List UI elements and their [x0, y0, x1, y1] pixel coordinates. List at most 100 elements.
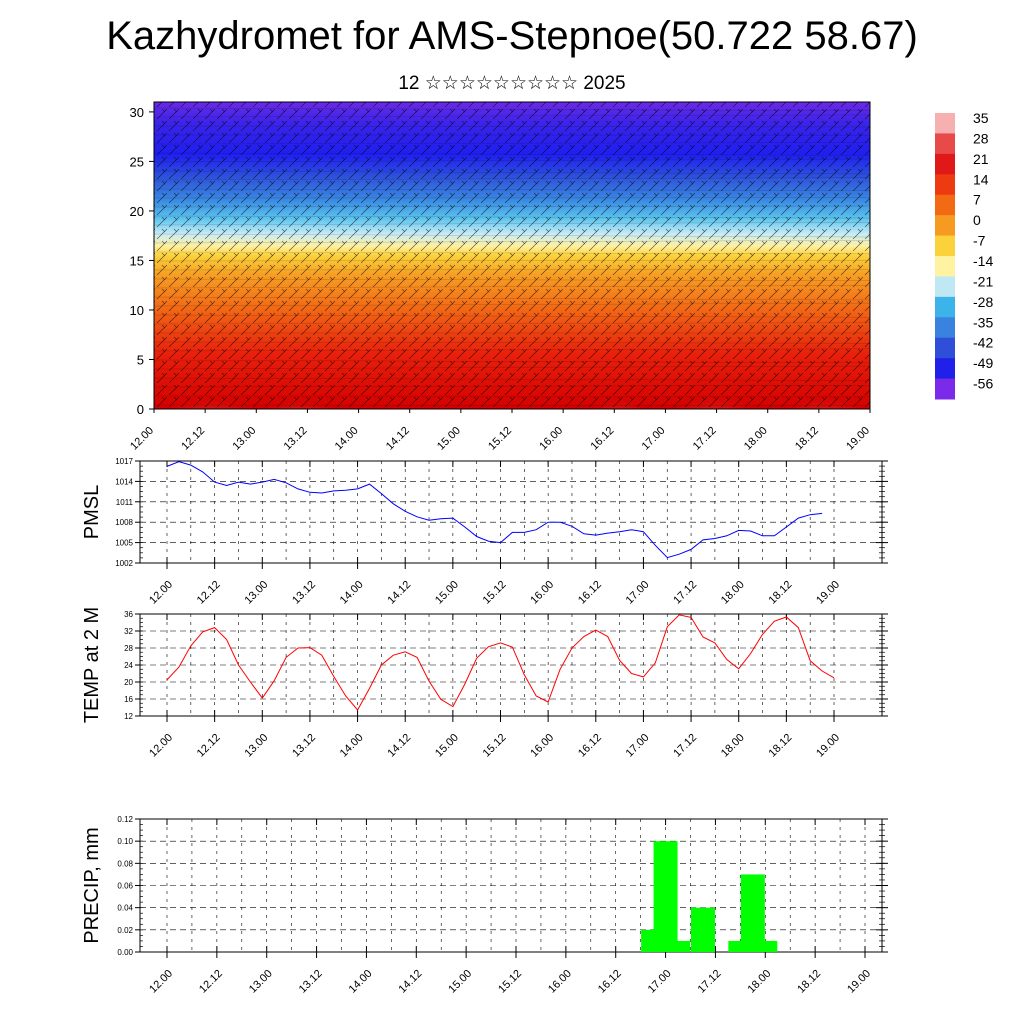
- y-tick-label: 1014: [115, 477, 133, 486]
- y-tick-label: 0.04: [117, 904, 133, 913]
- wind-streamline: [154, 385, 870, 388]
- x-tick-label: 19.00: [845, 968, 873, 996]
- x-tick-label: 18.12: [767, 732, 795, 760]
- y-tick-label: 36: [124, 610, 133, 619]
- colorbar-swatch: [935, 153, 955, 175]
- colorbar-swatch: [935, 378, 955, 400]
- heatmap-body: [154, 102, 870, 409]
- precip-bar: [740, 874, 765, 952]
- x-tick-label: 18.00: [742, 425, 770, 453]
- panel-frame: [139, 460, 883, 564]
- x-tick-label: 19.00: [844, 425, 872, 453]
- colorbar-label: -56: [973, 376, 993, 392]
- y-axis-label: PMSL: [81, 485, 103, 539]
- precip-bar: [728, 940, 753, 952]
- panel-1: [135, 460, 888, 569]
- wind-streamline: [154, 260, 870, 262]
- y-tick-label: 20: [130, 204, 144, 219]
- y-tick-label: 0.10: [117, 837, 133, 846]
- y-tick-label: 28: [124, 644, 133, 653]
- colorbar-label: -49: [973, 355, 993, 371]
- x-tick-label: 14.12: [385, 579, 413, 607]
- wind-streamline: [154, 222, 870, 226]
- x-tick-label: 14.00: [333, 425, 361, 453]
- x-tick-label: 13.12: [282, 425, 310, 453]
- wind-streamline: [154, 269, 870, 271]
- colorbar-swatch: [935, 317, 955, 339]
- precip-bar: [690, 907, 715, 952]
- x-tick-label: 13.12: [290, 732, 318, 760]
- y-tick-label: 1002: [115, 559, 133, 568]
- x-tick-label: 12.12: [195, 579, 223, 607]
- panel-2: [135, 613, 888, 722]
- wind-streamline: [154, 215, 870, 219]
- wind-streamline: [154, 188, 870, 191]
- x-tick-label: 13.12: [297, 968, 325, 996]
- x-tick-label: 16.00: [528, 732, 556, 760]
- series-line: [166, 614, 835, 711]
- y-tick-label: 16: [124, 695, 133, 704]
- x-tick-label: 12.12: [197, 968, 225, 996]
- x-tick-label: 12.00: [147, 968, 175, 996]
- x-tick-label: 18.12: [795, 968, 823, 996]
- x-tick-label: 13.00: [242, 579, 270, 607]
- x-tick-label: 15.00: [435, 425, 463, 453]
- x-tick-label: 17.12: [691, 425, 719, 453]
- colorbar-label: -28: [973, 294, 993, 310]
- colorbar-label: -42: [973, 335, 993, 351]
- colorbar-label: 21: [973, 151, 989, 167]
- colorbar-label: 7: [973, 192, 981, 208]
- x-tick-label: 16.00: [528, 579, 556, 607]
- y-tick-label: 1008: [115, 518, 133, 527]
- x-tick-label: 18.12: [793, 425, 821, 453]
- precip-bar: [666, 940, 691, 952]
- wind-streamline: [154, 302, 870, 307]
- x-tick-label: 17.00: [646, 968, 674, 996]
- y-tick-label: 0.02: [117, 926, 133, 935]
- y-tick-label: 1005: [115, 539, 133, 548]
- colorbar-label: -35: [973, 314, 993, 330]
- y-tick-label: 1011: [116, 498, 134, 507]
- wind-streamline: [154, 285, 870, 289]
- y-tick-label: 20: [124, 678, 133, 687]
- wind-streamline: [154, 359, 870, 364]
- y-tick-label: 5: [137, 352, 144, 367]
- y-tick-label: 0.12: [117, 815, 133, 824]
- x-tick-label: 17.00: [624, 732, 652, 760]
- wind-streamline: [154, 177, 870, 181]
- wind-streamline: [154, 296, 870, 301]
- x-tick-label: 15.00: [433, 579, 461, 607]
- wind-streamline: [154, 377, 870, 381]
- wind-streamline: [154, 322, 870, 325]
- colorbar-swatch: [935, 235, 955, 257]
- x-tick-label: 14.12: [385, 732, 413, 760]
- x-tick-label: 16.12: [596, 968, 624, 996]
- colorbar-label: 0: [973, 212, 981, 228]
- x-tick-label: 16.12: [576, 732, 604, 760]
- y-axis-label: TEMP at 2 M: [81, 607, 103, 723]
- x-tick-label: 13.00: [247, 968, 275, 996]
- wind-streamline: [154, 365, 870, 370]
- series-line: [166, 461, 823, 559]
- colorbar-swatch: [935, 358, 955, 380]
- x-tick-label: 15.00: [446, 968, 474, 996]
- x-tick-label: 12.00: [128, 425, 156, 453]
- colorbar-label: -21: [973, 273, 993, 289]
- x-tick-label: 13.00: [242, 732, 270, 760]
- colorbar-label: -7: [973, 233, 986, 249]
- colorbar-swatch: [935, 296, 955, 318]
- colorbar-swatch: [935, 215, 955, 237]
- x-tick-label: 17.12: [671, 732, 699, 760]
- y-tick-label: 0.06: [117, 882, 133, 891]
- colorbar-label: 35: [973, 110, 989, 126]
- x-tick-label: 17.00: [624, 579, 652, 607]
- chart-title: Kazhydromet for AMS-Stepnoe(50.722 58.67…: [106, 14, 918, 58]
- panel-3: [135, 818, 888, 958]
- chart-subtitle: 12 ☆☆☆☆☆☆☆☆☆ 2025: [398, 73, 626, 94]
- precip-bar: [653, 841, 678, 952]
- x-tick-label: 14.00: [347, 968, 375, 996]
- colorbar-swatch: [935, 174, 955, 196]
- x-tick-label: 14.12: [384, 425, 412, 453]
- x-tick-label: 12.12: [179, 425, 207, 453]
- y-tick-label: 32: [124, 627, 133, 636]
